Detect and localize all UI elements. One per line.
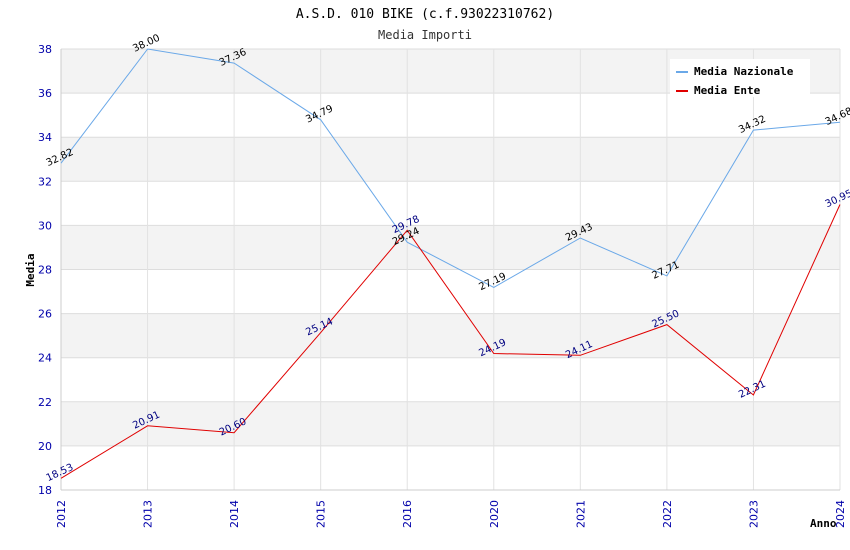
grid-lines (60, 48, 841, 491)
x-tick-label: 2016 (401, 500, 414, 528)
y-tick-label: 18 (38, 484, 52, 497)
legend-label-media-ente: Media Ente (694, 84, 761, 97)
x-tick-label: 2021 (574, 500, 587, 528)
x-tick-label: 2012 (55, 500, 68, 528)
x-tick-label: 2023 (747, 500, 760, 528)
x-tick-label: 2024 (834, 500, 847, 528)
y-tick-label: 34 (38, 131, 52, 144)
legend-background (670, 59, 810, 97)
y-axis-label: Media (24, 253, 37, 286)
grid-band (61, 181, 840, 226)
y-tick-label: 32 (38, 175, 52, 188)
series-line-media-nazionale (60, 48, 841, 288)
grid-band (61, 401, 840, 446)
y-axis-ticks: 18 20 22 24 26 28 30 32 34 36 38 (38, 43, 52, 497)
grid-band (61, 313, 840, 358)
y-tick-label: 28 (38, 264, 52, 277)
grid-band (61, 357, 840, 402)
x-tick-label: 2020 (488, 500, 501, 528)
x-tick-label: 2022 (661, 500, 674, 528)
grid-band (61, 137, 840, 182)
x-tick-label: 2015 (315, 500, 328, 528)
x-tick-label: 2013 (142, 500, 155, 528)
y-tick-label: 38 (38, 43, 52, 56)
grid-band (61, 93, 840, 138)
x-tick-label: 2014 (228, 500, 241, 528)
grid-band (61, 445, 840, 490)
chart-title: A.S.D. 010 BIKE (c.f.93022310762) (296, 7, 554, 22)
y-tick-label: 30 (38, 219, 52, 232)
grid-bands (61, 49, 840, 490)
x-axis-ticks: 2012 2013 2014 2015 2016 2020 2021 2022 2023 2024 (55, 500, 847, 528)
legend: Media Nazionale Media Ente (670, 59, 810, 97)
series-line-media-ente (60, 204, 841, 479)
y-tick-label: 24 (38, 352, 52, 365)
y-tick-label: 26 (38, 308, 52, 321)
y-tick-label: 36 (38, 87, 52, 100)
chart-subtitle: Media Importi (378, 28, 472, 42)
x-axis-label: Anno (810, 517, 837, 530)
legend-label-media-nazionale: Media Nazionale (694, 65, 794, 78)
series-group (60, 48, 841, 479)
y-tick-label: 20 (38, 440, 52, 453)
grid-band (61, 225, 840, 270)
y-tick-label: 22 (38, 396, 52, 409)
